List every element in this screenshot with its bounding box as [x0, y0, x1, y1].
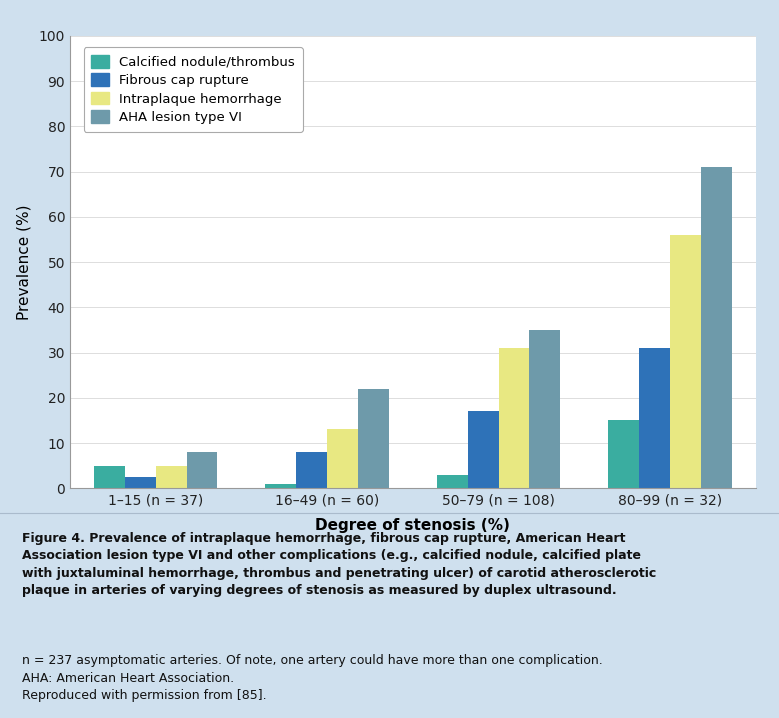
Bar — [327, 429, 358, 488]
Bar — [358, 388, 389, 488]
Bar — [94, 465, 125, 488]
Bar — [530, 330, 560, 488]
Bar — [437, 475, 467, 488]
Bar — [296, 452, 327, 488]
Bar — [499, 348, 530, 488]
Text: n = 237 asymptomatic arteries. Of note, one artery could have more than one comp: n = 237 asymptomatic arteries. Of note, … — [22, 655, 603, 702]
Bar — [467, 411, 499, 488]
Bar — [187, 452, 217, 488]
X-axis label: Degree of stenosis (%): Degree of stenosis (%) — [315, 518, 510, 533]
Bar — [125, 477, 156, 488]
Bar — [266, 484, 296, 488]
Bar — [670, 235, 701, 488]
Bar — [701, 167, 731, 488]
Y-axis label: Prevalence (%): Prevalence (%) — [17, 205, 32, 320]
Bar — [639, 348, 670, 488]
Bar — [156, 465, 187, 488]
Text: Figure 4. Prevalence of intraplaque hemorrhage, fibrous cap rupture, American He: Figure 4. Prevalence of intraplaque hemo… — [22, 531, 656, 597]
Bar — [608, 421, 639, 488]
Legend: Calcified nodule/thrombus, Fibrous cap rupture, Intraplaque hemorrhage, AHA lesi: Calcified nodule/thrombus, Fibrous cap r… — [83, 47, 303, 132]
